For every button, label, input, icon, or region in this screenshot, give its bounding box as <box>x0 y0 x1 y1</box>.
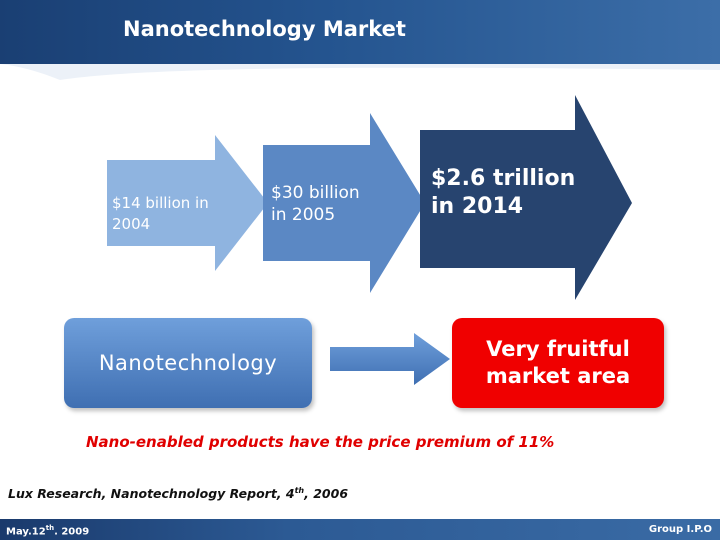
growth-arrows <box>107 95 632 300</box>
price-premium-note: Nano-enabled products have the price pre… <box>86 433 555 451</box>
footer-group: Group I.P.O <box>648 524 712 535</box>
arrow-2004 <box>107 135 268 271</box>
footer-date-suffix: . 2009 <box>54 526 90 538</box>
source-suffix: , 2006 <box>304 486 349 502</box>
right-arrow-icon <box>330 333 450 385</box>
nanotechnology-label: Nanotechnology <box>98 351 278 375</box>
arrow-2005 <box>263 113 425 293</box>
nanotechnology-box: Nanotechnology <box>64 318 312 408</box>
footer-date-superscript: th <box>45 524 55 532</box>
slide-title: Nanotechnology Market <box>123 17 406 41</box>
footer-date-prefix: May.12 <box>6 526 46 538</box>
arrow-2014-label: $2.6 trillion in 2014 <box>431 166 576 219</box>
header-bar <box>0 0 720 64</box>
source-superscript: th <box>294 486 305 495</box>
market-area-label: Very fruitful market area <box>485 337 631 388</box>
arrow-2004-label: $14 billion in 2004 <box>112 194 209 233</box>
source-citation: Lux Research, Nanotechnology Report, 4th… <box>8 486 348 501</box>
footer-bar <box>0 519 720 540</box>
source-text: Lux Research, Nanotechnology Report, 4 <box>8 486 295 502</box>
arrow-2014 <box>420 95 632 300</box>
market-area-box: Very fruitful market area <box>452 318 664 408</box>
arrow-2005-label: $30 billion in 2005 <box>271 183 360 225</box>
footer-date: May.12th. 2009 <box>6 524 89 537</box>
